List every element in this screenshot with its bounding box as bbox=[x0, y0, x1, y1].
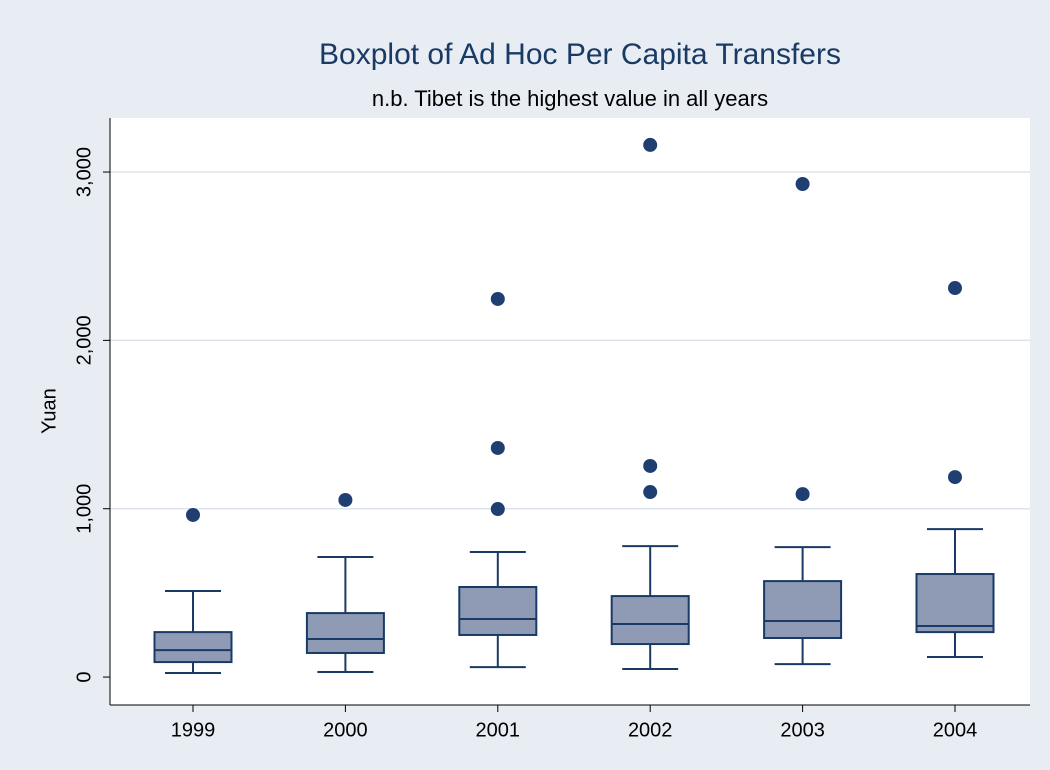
x-tick-label: 1999 bbox=[171, 719, 216, 741]
outlier bbox=[948, 470, 962, 485]
box bbox=[610, 595, 690, 646]
box bbox=[763, 580, 843, 640]
outlier bbox=[643, 458, 658, 473]
outlier bbox=[643, 137, 658, 152]
plot-area bbox=[110, 118, 1030, 705]
outlier bbox=[795, 176, 810, 191]
y-axis-label: Yuan bbox=[38, 388, 60, 434]
box bbox=[915, 573, 995, 634]
box bbox=[458, 585, 538, 636]
outlier bbox=[490, 440, 505, 455]
y-tick-label: 3,000 bbox=[73, 147, 95, 197]
x-tick-label: 2000 bbox=[323, 719, 368, 741]
y-tick-label: 1,000 bbox=[73, 484, 95, 534]
outlier bbox=[948, 281, 962, 296]
x-tick-label: 2003 bbox=[780, 719, 825, 741]
chart-subtitle: n.b. Tibet is the highest value in all y… bbox=[372, 86, 768, 111]
outlier bbox=[643, 485, 658, 500]
x-tick-label: 2001 bbox=[476, 719, 521, 741]
outlier bbox=[490, 291, 505, 306]
x-tick-label: 2002 bbox=[628, 719, 673, 741]
y-tick-label: 0 bbox=[73, 671, 95, 682]
x-tick-label: 2004 bbox=[933, 719, 978, 741]
chart-title: Boxplot of Ad Hoc Per Capita Transfers bbox=[319, 38, 841, 71]
outlier bbox=[490, 502, 505, 517]
y-tick-label: 2,000 bbox=[73, 315, 95, 365]
box bbox=[153, 631, 233, 664]
outlier bbox=[186, 507, 200, 522]
outlier bbox=[795, 487, 810, 502]
box bbox=[305, 612, 385, 654]
outlier bbox=[338, 492, 353, 507]
